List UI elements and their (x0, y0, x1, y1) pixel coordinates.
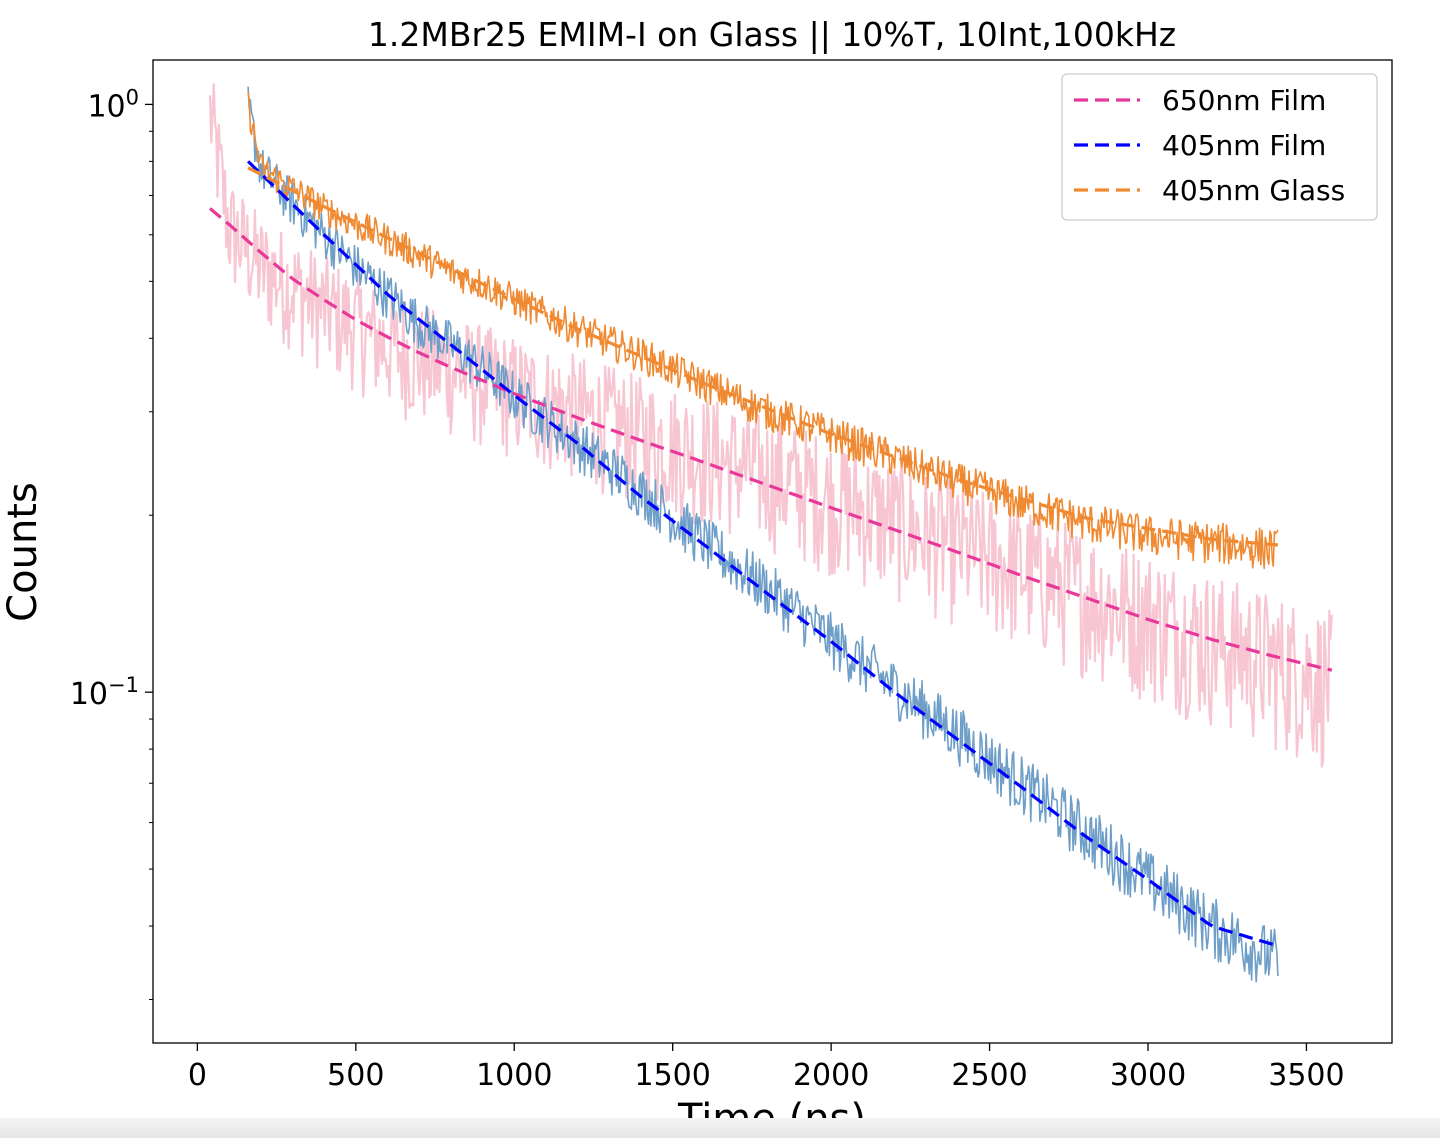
650nm-film-data-trace (208, 83, 1333, 768)
405nm-film-data-trace (247, 86, 1279, 983)
x-axis: 0 500 1000 1500 2000 2500 3000 3500 (188, 1043, 1345, 1093)
x-tick-label: 0 (188, 1058, 207, 1093)
x-tick-label: 2000 (793, 1058, 869, 1093)
raw-data-layer (208, 83, 1333, 983)
y-tick-label: 10−1 (70, 673, 139, 712)
fit-curve-2 (247, 166, 1279, 547)
y-tick-label: 100 (87, 85, 139, 124)
legend-entries: 650nm Film 405nm Film 405nm Glass (1074, 84, 1345, 207)
x-tick-label: 3500 (1268, 1058, 1344, 1093)
x-tick-label: 1500 (635, 1058, 711, 1093)
legend: 650nm Film 405nm Film 405nm Glass (1061, 73, 1378, 221)
405nm-glass-data-trace (247, 91, 1279, 570)
x-tick-label: 1000 (476, 1058, 552, 1093)
chart-title: 1.2MBr25 EMIM-I on Glass || 10%T, 10Int,… (368, 15, 1176, 54)
legend-label: 405nm Film (1162, 129, 1326, 162)
fit-curve-1 (246, 160, 1279, 948)
legend-label: 405nm Glass (1162, 174, 1345, 207)
legend-label: 650nm Film (1162, 84, 1326, 117)
plot-area (152, 59, 1393, 1044)
x-tick-label: 3000 (1110, 1058, 1186, 1093)
y-axis-label: Counts (0, 482, 46, 622)
window-bottom-edge (0, 1118, 1440, 1138)
fit-curve-layer (208, 160, 1333, 948)
legend-box (1061, 73, 1378, 221)
y-axis: 100 10−1 (70, 85, 153, 1001)
x-tick-label: 2500 (951, 1058, 1027, 1093)
plot-frame (152, 59, 1393, 1044)
x-tick-label: 500 (327, 1058, 384, 1093)
fit-curve-0 (208, 207, 1333, 672)
